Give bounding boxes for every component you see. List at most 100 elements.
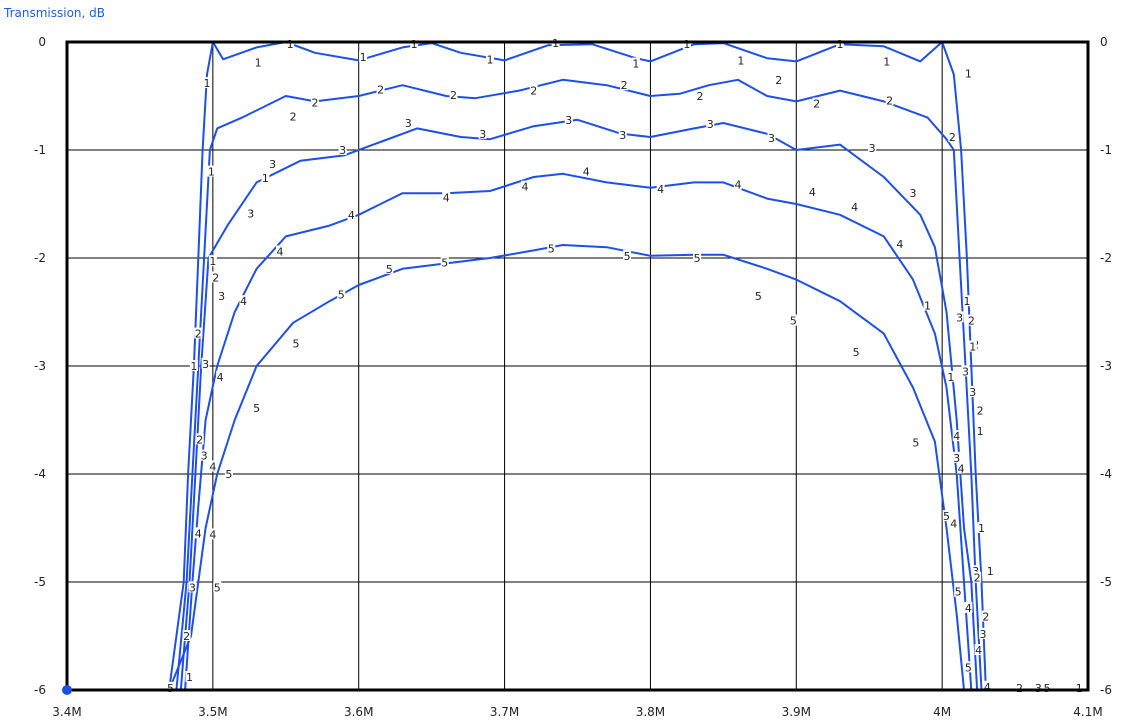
contour-label: 2 — [290, 111, 297, 124]
contour-label: 2 — [621, 79, 628, 92]
contour-label-bg — [968, 385, 977, 397]
contour-label: 3 — [969, 386, 976, 399]
plot-frame — [65, 40, 1090, 692]
x-tick-label: 3.5M — [198, 705, 227, 719]
contour-label: 3 — [201, 450, 208, 463]
contour-label-bg — [978, 627, 987, 639]
contour-label-bg — [706, 118, 715, 130]
contour-label-bg — [194, 527, 203, 539]
contour-label: 3 — [339, 144, 346, 157]
contour-label: 3 — [707, 118, 714, 131]
contour-label-bg — [968, 340, 977, 352]
contour-label: 3 — [953, 452, 960, 465]
contour-label: 5 — [292, 337, 299, 350]
contour-label: 5 — [253, 402, 260, 415]
contour-label-bg — [182, 630, 191, 641]
contour-label-bg — [948, 131, 957, 143]
contour-label-bg — [529, 84, 538, 96]
x-tick-label: 3.9M — [782, 705, 811, 719]
contour-label: 5 — [167, 682, 174, 695]
contour-label-bg — [208, 255, 217, 267]
contour-label: 5 — [441, 256, 448, 269]
y-tick-label-left: -1 — [34, 143, 46, 157]
contour-label: 1 — [204, 77, 211, 90]
contour-label-bg — [201, 357, 210, 369]
contour-label-bg — [620, 79, 629, 91]
contour-label-bg — [976, 404, 985, 416]
contour-label: 3 — [565, 114, 572, 127]
contour-label: 1 — [186, 671, 193, 684]
contour-label-bg — [812, 97, 821, 109]
series-line-4 — [184, 172, 973, 691]
contour-label: 4 — [958, 463, 965, 476]
contour-label-bg — [949, 517, 958, 529]
contour-label: 5 — [912, 437, 919, 450]
contour-label-bg — [682, 38, 691, 50]
contour-label-bg — [696, 90, 705, 101]
contour-label-bg — [977, 522, 986, 533]
y-tick-label-right: -4 — [1100, 467, 1112, 481]
contour-label: 1 — [1076, 682, 1083, 695]
contour-label: 5 — [755, 290, 762, 303]
contour-label: 1 — [683, 38, 690, 51]
contour-label: 2 — [183, 630, 190, 643]
contour-label-bg — [923, 299, 932, 311]
contour-label: 4 — [734, 179, 741, 192]
contour-label-bg — [188, 581, 197, 593]
x-tick-label: 4M — [933, 705, 951, 719]
contour-label: 5 — [624, 250, 631, 263]
contour-label-bg — [964, 601, 973, 613]
contour-label: 1 — [552, 37, 559, 50]
contour-label-bg — [194, 327, 203, 339]
contour-label-bg — [310, 96, 319, 108]
cursor-marker[interactable] — [62, 685, 72, 695]
x-tick-label: 3.8M — [636, 705, 665, 719]
contour-label-bg — [981, 610, 990, 622]
contour-label: 1 — [924, 300, 931, 313]
contour-label: 2 — [196, 433, 203, 446]
contour-label: 3 — [956, 311, 963, 324]
contour-label-bg — [252, 402, 261, 414]
contour-label: 4 — [583, 166, 590, 179]
contour-label: 1 — [208, 166, 215, 179]
contour-label-bg — [961, 365, 970, 377]
contour-label: 1 — [947, 371, 954, 384]
contour-label-bg — [754, 289, 763, 301]
contour-label-bg — [1034, 681, 1043, 693]
y-tick-label-left: -6 — [34, 683, 46, 697]
contour-label-bg — [952, 430, 961, 442]
contour-label: 3 — [189, 581, 196, 594]
contour-label-bg — [564, 113, 573, 125]
contour-label: 2 — [775, 74, 782, 87]
contour-label: 3 — [405, 117, 412, 130]
contour-label: 4 — [975, 644, 982, 657]
contour-label-bg — [404, 117, 413, 128]
contour-label: 3 — [869, 142, 876, 155]
contour-label-bg — [911, 436, 920, 448]
y-tick-label-right: -1 — [1100, 143, 1112, 157]
contour-label: 5 — [955, 586, 962, 599]
contour-label-bg — [767, 132, 776, 144]
contour-label: 1 — [987, 565, 994, 578]
contour-label: 2 — [450, 89, 457, 102]
contour-label-bg — [261, 172, 270, 184]
contour-label: 4 — [521, 181, 528, 194]
contour-label: 1 — [883, 55, 890, 68]
contour-label: 2 — [813, 98, 820, 111]
contour-label-bg — [946, 370, 955, 382]
contour-label-bg — [983, 680, 992, 692]
contour-label: 5 — [548, 242, 555, 255]
contour-label-bg — [582, 165, 591, 177]
contour-label: 2 — [1016, 682, 1023, 695]
contour-label: 2 — [530, 85, 537, 98]
x-tick-label: 3.6M — [344, 705, 373, 719]
y-tick-label-right: -5 — [1100, 575, 1112, 589]
contour-label: 1 — [965, 67, 972, 80]
y-tick-label-left: 0 — [38, 35, 46, 49]
contour-label-bg — [520, 180, 529, 192]
contour-label-bg — [239, 295, 248, 307]
contour-label: 4 — [195, 527, 202, 540]
contour-label-bg — [189, 360, 198, 371]
y-tick-label-left: -5 — [34, 575, 46, 589]
contour-label: 2 — [977, 404, 984, 417]
